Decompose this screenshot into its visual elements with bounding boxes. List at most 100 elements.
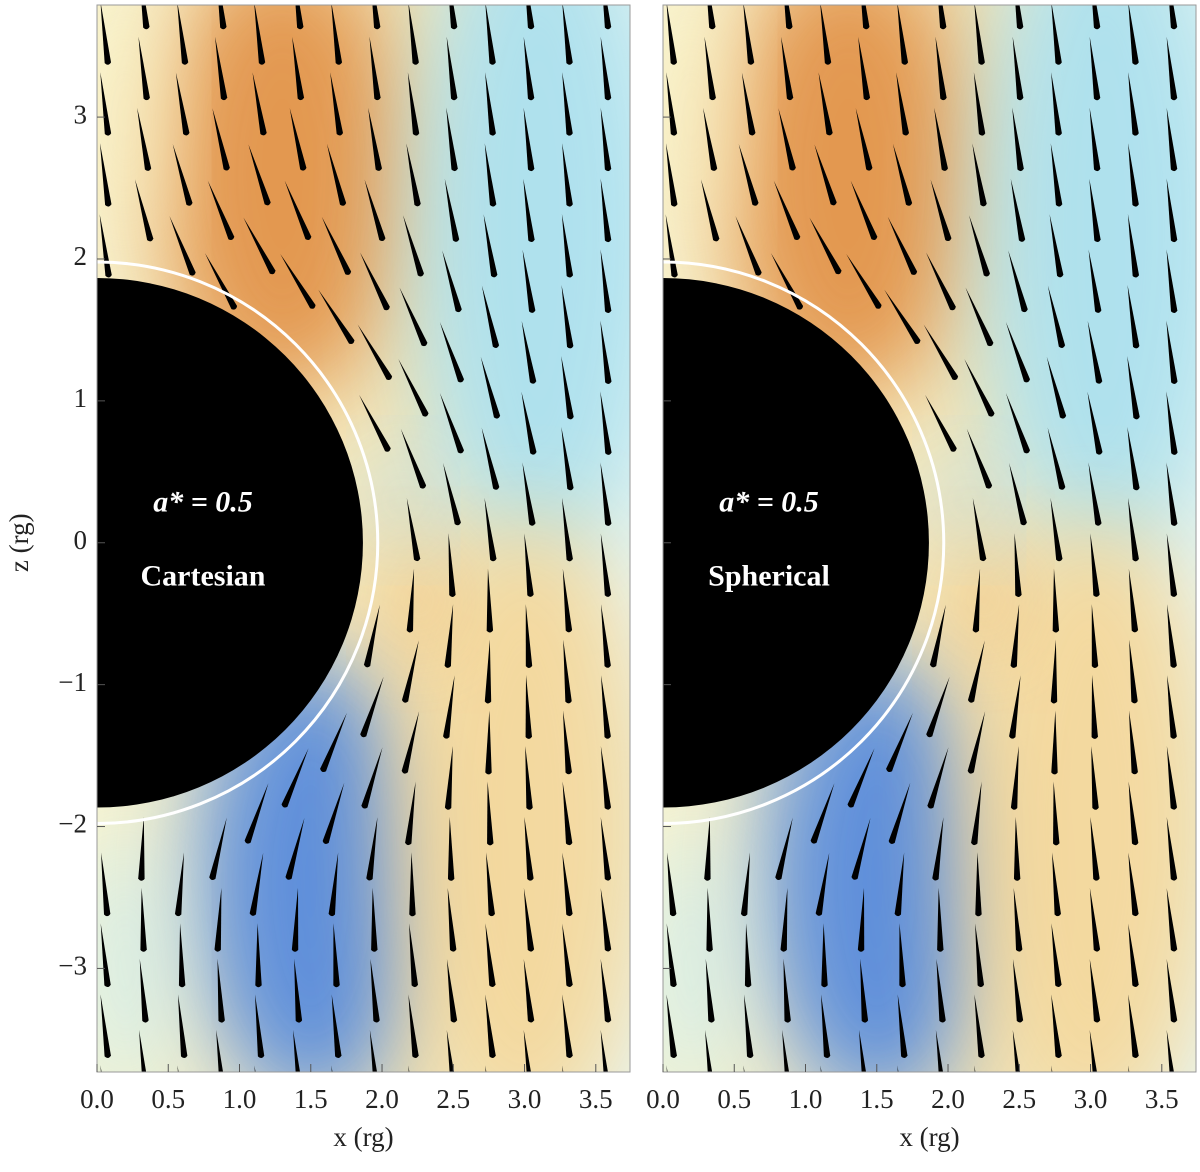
field-glyph [1047, 285, 1066, 348]
field-glyph [861, 5, 870, 30]
field-glyph [860, 958, 869, 1023]
field-glyph [743, 5, 755, 65]
shade [976, 5, 1196, 572]
x-tick-label: 3.0 [508, 1084, 542, 1114]
field-glyph [784, 5, 793, 30]
field-glyph [562, 710, 572, 775]
field-glyph [741, 72, 756, 136]
field-glyph [487, 781, 494, 846]
field-glyph [360, 252, 390, 311]
field-glyph [743, 1065, 745, 1072]
field-glyph [561, 356, 574, 420]
field-glyph [926, 252, 956, 311]
field-glyph [858, 36, 871, 101]
shade [663, 5, 735, 259]
field-glyph [1129, 639, 1138, 704]
field-glyph [1053, 781, 1060, 846]
field-glyph [169, 216, 196, 276]
field-glyph [100, 923, 111, 988]
field-glyph [562, 994, 573, 1058]
horizon [97, 278, 363, 808]
shade [196, 656, 425, 1072]
field-glyph [1014, 533, 1022, 597]
field-glyph [485, 1065, 487, 1072]
field-glyph [1010, 745, 1019, 810]
field-glyph [975, 852, 982, 917]
field-glyph [926, 676, 950, 738]
field-glyph [562, 72, 573, 136]
field-glyph [705, 958, 715, 1023]
field-glyph [562, 852, 573, 917]
shade [382, 542, 454, 657]
x-tick-label: 0.5 [151, 1084, 185, 1114]
field-glyph [1091, 604, 1099, 668]
field-glyph [1166, 107, 1178, 172]
field-glyph [526, 5, 535, 30]
field-glyph [1089, 107, 1101, 172]
field-glyph [408, 1065, 410, 1072]
field-glyph [1087, 320, 1103, 384]
field-glyph [444, 178, 460, 242]
field-glyph [1013, 816, 1021, 881]
field-glyph [1166, 958, 1178, 1023]
y-tick-label: 3 [74, 99, 88, 129]
field-glyph [600, 958, 612, 1023]
panel [663, 5, 1196, 1072]
field-glyph [331, 5, 343, 65]
field-glyph [1128, 1065, 1130, 1072]
field-glyph [101, 852, 111, 917]
field-glyph [293, 1029, 301, 1072]
field-glyph [561, 426, 574, 491]
field-glyph [966, 428, 993, 489]
field-glyph [932, 817, 944, 881]
field-glyph [1089, 178, 1101, 243]
x-tick-label: 1.5 [860, 1084, 894, 1114]
field-glyph [363, 604, 380, 668]
field-glyph [887, 216, 918, 275]
field-glyph [523, 887, 535, 952]
shade [154, 5, 411, 401]
shade [762, 656, 991, 1072]
field-glyph [447, 816, 455, 881]
field-glyph [969, 215, 990, 277]
field-glyph [100, 72, 112, 136]
field-glyph [321, 216, 352, 275]
y-axis-label: z (rg) [4, 513, 34, 572]
field-glyph [704, 36, 716, 101]
field-glyph [735, 216, 762, 276]
field-glyph [851, 817, 871, 880]
field-glyph [1047, 427, 1066, 490]
field-glyph [1010, 604, 1020, 668]
field-glyph [295, 5, 304, 30]
field-glyph [99, 143, 112, 207]
frame [662, 4, 1197, 1073]
field-glyph [138, 816, 145, 881]
field-glyph [215, 36, 228, 101]
field-glyph [1128, 568, 1139, 633]
field-glyph [706, 887, 713, 952]
field-glyph [666, 994, 677, 1058]
field-glyph [561, 214, 574, 278]
field-glyph [1051, 72, 1062, 136]
field-glyph [137, 107, 152, 171]
field-glyph [244, 783, 269, 844]
y-tick-label: 2 [74, 241, 88, 271]
horizon [663, 278, 929, 808]
field-glyph [1128, 5, 1139, 65]
field-glyph [446, 107, 458, 172]
field-glyph [1128, 781, 1139, 846]
field-glyph [974, 1065, 976, 1072]
field-glyph [523, 178, 535, 243]
field-glyph [562, 923, 573, 988]
field-glyph [484, 497, 497, 562]
annotation: Spherical [708, 560, 830, 593]
field-glyph [935, 1029, 944, 1072]
field-glyph [446, 36, 458, 101]
field-glyph [562, 781, 573, 846]
field-glyph [886, 712, 913, 773]
field-glyph [291, 887, 299, 952]
field-glyph [975, 923, 984, 988]
field-glyph [483, 214, 498, 278]
x-axis-label: x (rg) [899, 1122, 959, 1152]
